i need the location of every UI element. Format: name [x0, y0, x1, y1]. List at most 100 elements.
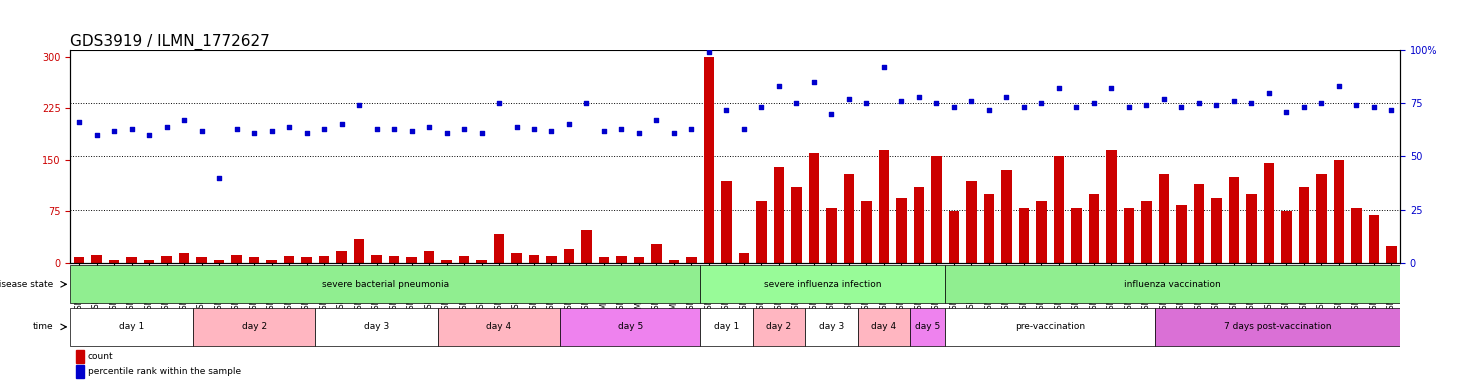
Text: day 4: day 4 [487, 323, 512, 331]
Point [295, 130, 318, 136]
Point [627, 130, 651, 136]
Point [383, 126, 406, 132]
Bar [1155, 308, 1400, 346]
Point [645, 117, 668, 123]
Point [365, 126, 388, 132]
Bar [946, 308, 1155, 346]
Bar [529, 255, 539, 263]
Point [960, 98, 984, 104]
Point [224, 126, 248, 132]
Bar [792, 187, 802, 263]
Point [1327, 83, 1350, 89]
Bar [144, 260, 154, 263]
Bar [459, 256, 469, 263]
Point [138, 132, 161, 138]
Point [1135, 102, 1158, 108]
Point [67, 119, 91, 126]
Point [855, 100, 878, 106]
Bar [267, 260, 277, 263]
Point [435, 130, 459, 136]
Text: day 1: day 1 [119, 323, 144, 331]
Bar [179, 253, 189, 263]
Point [469, 130, 493, 136]
Point [242, 130, 265, 136]
Bar [353, 239, 364, 263]
Bar [1264, 163, 1274, 263]
Bar [1193, 184, 1204, 263]
Bar [616, 256, 627, 263]
Bar [651, 244, 661, 263]
Text: 7 days post-vaccination: 7 days post-vaccination [1224, 323, 1331, 331]
Bar [126, 258, 136, 263]
Point [120, 126, 144, 132]
Point [837, 96, 861, 102]
Point [418, 124, 441, 130]
Bar [946, 265, 1400, 303]
Bar [701, 308, 752, 346]
Bar [1369, 215, 1380, 263]
Point [1047, 85, 1070, 91]
Bar [1001, 170, 1012, 263]
Bar [913, 187, 924, 263]
Bar [861, 201, 872, 263]
Point [103, 128, 126, 134]
Bar [108, 260, 119, 263]
Bar [739, 253, 749, 263]
Bar [232, 255, 242, 263]
Bar [1211, 198, 1221, 263]
Bar [284, 256, 295, 263]
Bar [1316, 174, 1327, 263]
Bar [704, 57, 714, 263]
Point [819, 111, 843, 117]
Point [1100, 85, 1123, 91]
Point [1240, 100, 1264, 106]
Point [575, 100, 598, 106]
Point [943, 104, 966, 111]
Bar [1019, 208, 1029, 263]
Point [1187, 100, 1211, 106]
Text: pre-vaccination: pre-vaccination [1014, 323, 1085, 331]
Text: day 5: day 5 [915, 323, 940, 331]
Bar [302, 258, 312, 263]
Bar [581, 230, 592, 263]
Point [1380, 106, 1403, 113]
Text: severe influenza infection: severe influenza infection [764, 280, 881, 289]
Bar [1334, 160, 1344, 263]
Bar [1123, 208, 1135, 263]
Point [1064, 104, 1088, 111]
Point [522, 126, 545, 132]
Bar [249, 258, 259, 263]
Bar [564, 249, 575, 263]
Text: count: count [88, 352, 113, 361]
Bar [318, 256, 330, 263]
Point [698, 49, 721, 55]
Point [1082, 100, 1105, 106]
Point [872, 64, 896, 70]
Point [453, 126, 476, 132]
Text: day 3: day 3 [819, 323, 844, 331]
Bar [336, 251, 347, 263]
Point [85, 132, 108, 138]
Text: day 1: day 1 [714, 323, 739, 331]
Bar [1089, 194, 1100, 263]
Bar [512, 253, 522, 263]
Point [1309, 100, 1333, 106]
Point [1223, 98, 1246, 104]
Bar [476, 260, 487, 263]
Bar [896, 198, 906, 263]
Bar [1054, 156, 1064, 263]
Text: percentile rank within the sample: percentile rank within the sample [88, 367, 240, 376]
Bar [910, 308, 946, 346]
Point [191, 128, 214, 134]
Text: day 2: day 2 [767, 323, 792, 331]
Bar [388, 256, 399, 263]
Point [207, 175, 230, 181]
Text: day 4: day 4 [871, 323, 897, 331]
Bar [194, 308, 315, 346]
Bar [76, 351, 85, 362]
Point [155, 124, 179, 130]
Point [330, 121, 353, 127]
Point [802, 79, 825, 85]
Bar [1229, 177, 1239, 263]
Point [173, 117, 196, 123]
